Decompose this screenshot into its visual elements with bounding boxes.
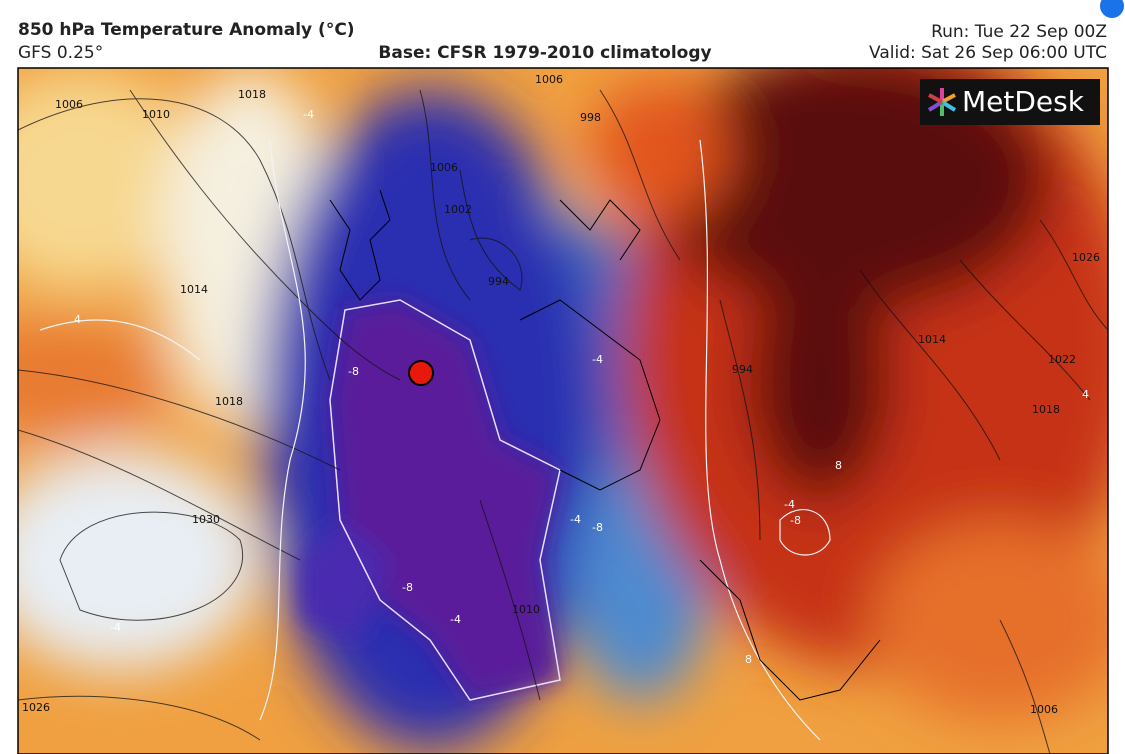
pressure-labels: 1006 1010 1018 1014 1018 1030 1026 1002 …: [22, 73, 1100, 716]
anomaly-label: 8: [835, 459, 842, 472]
contour-label: 1014: [180, 283, 208, 296]
anomaly-label: -8: [402, 581, 413, 594]
contour-label: 1006: [430, 161, 458, 174]
contour-label: 1022: [1048, 353, 1076, 366]
anomaly-label: -8: [790, 514, 801, 527]
contour-label: 1026: [1072, 251, 1100, 264]
anomaly-label: 4: [74, 313, 81, 326]
anomaly-label: -4: [592, 353, 603, 366]
contour-label: 994: [732, 363, 753, 376]
contour-label: 1018: [238, 88, 266, 101]
anomaly-label: 4: [1082, 388, 1089, 401]
anomaly-label: -4: [450, 613, 461, 626]
anomaly-label: -4: [303, 108, 314, 121]
anomaly-labels: -4 4 -8 -4 -4 -8 -8 -4 -4 8 -4 -8 8 4: [74, 108, 1089, 666]
contour-label: 1026: [22, 701, 50, 714]
anomaly-label: -4: [110, 621, 121, 634]
location-marker: [408, 360, 434, 386]
base: Base: CFSR 1979-2010 climatology: [378, 43, 711, 63]
contour-label: 1010: [142, 108, 170, 121]
contour-label: 1006: [55, 98, 83, 111]
contour-label: 1018: [215, 395, 243, 408]
map: MetDesk 1006 1010 1018 1014 1018 1030 10…: [18, 68, 1108, 754]
contour-label: 1006: [535, 73, 563, 86]
contour-label: 1018: [1032, 403, 1060, 416]
valid: Valid: Sat 26 Sep 06:00 UTC: [869, 43, 1107, 63]
contour-label: 1002: [444, 203, 472, 216]
anomaly-label: -8: [592, 521, 603, 534]
contour-label: 1010: [512, 603, 540, 616]
logo-icon: [927, 88, 957, 116]
contour-label: 1030: [192, 513, 220, 526]
anomaly-label: -8: [348, 365, 359, 378]
logo: MetDesk: [962, 85, 1085, 118]
map-frame: [17, 67, 1109, 754]
logo-box: [920, 79, 1100, 125]
contour-label: 1006: [1030, 703, 1058, 716]
run: Run: Tue 22 Sep 00Z: [931, 22, 1107, 42]
notification-dot: [1100, 0, 1124, 18]
anomaly-label: 8: [745, 653, 752, 666]
contour-label: 1014: [918, 333, 946, 346]
anomaly-label: -4: [784, 498, 795, 511]
anomaly-label: -4: [570, 513, 581, 526]
contour-label: 998: [580, 111, 601, 124]
model: GFS 0.25°: [18, 43, 103, 63]
contour-label: 994: [488, 275, 509, 288]
title: 850 hPa Temperature Anomaly (°C): [18, 20, 355, 40]
